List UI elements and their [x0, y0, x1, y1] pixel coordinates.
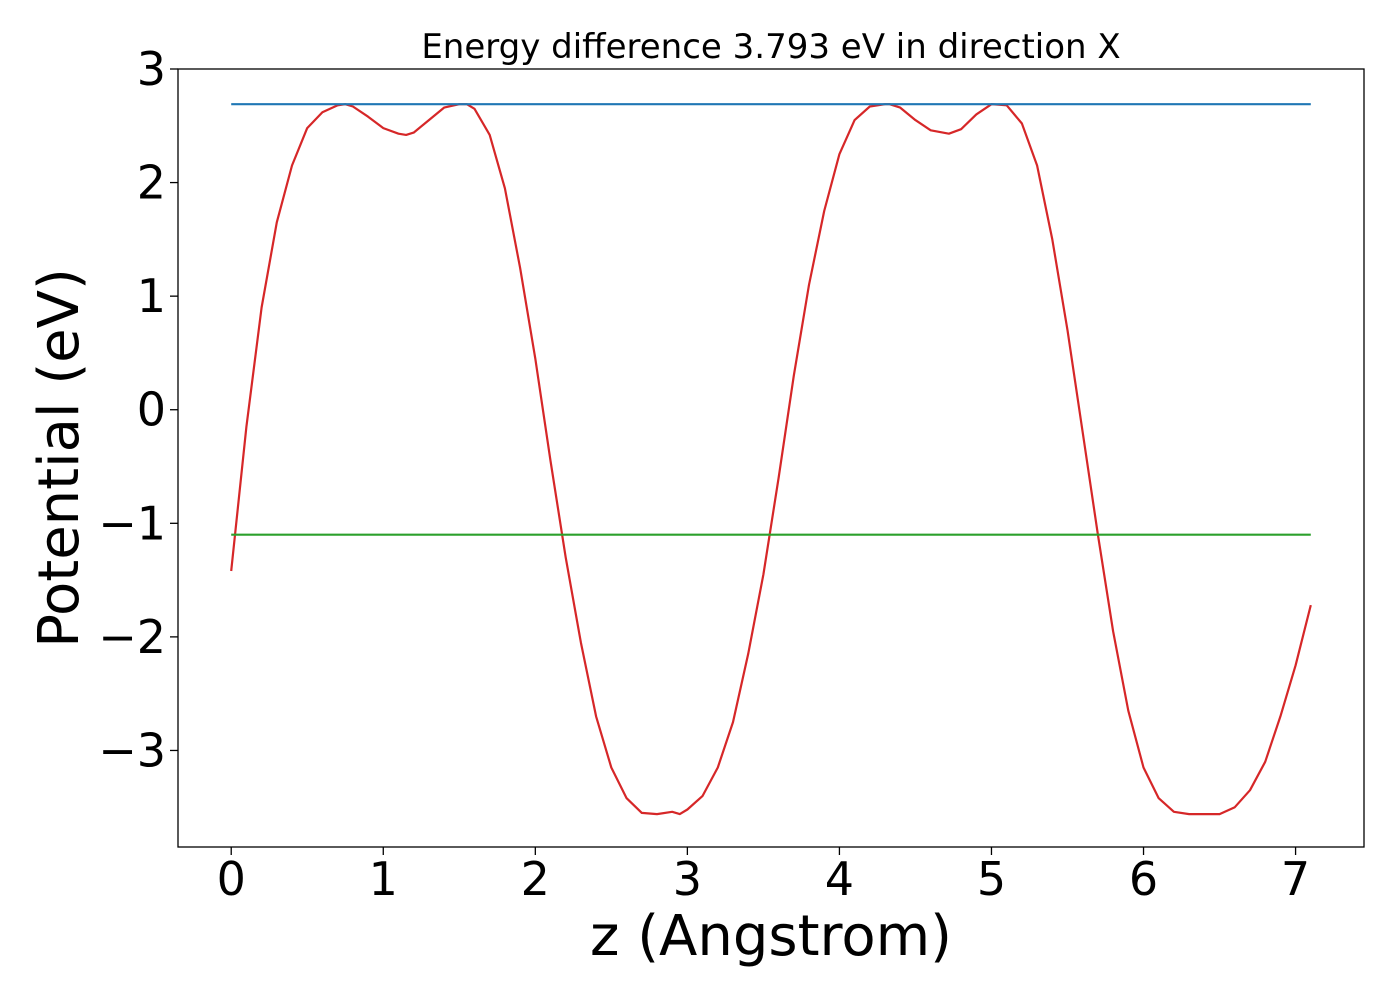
plot-frame	[177, 68, 1365, 848]
x-axis: 0 1 2 3 4 5 6 7	[217, 847, 1310, 906]
y-axis: 3 2 1 0 −1 −2 −3	[98, 42, 178, 777]
chart-title: Energy difference 3.793 eV in direction …	[421, 27, 1120, 67]
x-tick-label: 2	[521, 852, 550, 906]
plot-area	[230, 103, 1312, 816]
y-tick-label: 2	[137, 156, 166, 210]
y-tick-label: 0	[137, 383, 166, 437]
y-tick-label: −3	[98, 723, 166, 777]
x-tick-label: 3	[673, 852, 702, 906]
series-line-0	[230, 103, 1312, 816]
x-tick-label: 0	[217, 852, 246, 906]
y-axis-label: Potential (eV)	[27, 268, 92, 648]
x-tick-label: 1	[369, 852, 398, 906]
y-tick-label: −2	[98, 610, 166, 664]
x-tick-label: 7	[1281, 852, 1310, 906]
x-tick-label: 6	[1129, 852, 1158, 906]
y-tick-label: 1	[137, 269, 166, 323]
y-tick-label: 3	[137, 42, 166, 96]
x-axis-label: z (Angstrom)	[590, 904, 952, 969]
y-tick-label: −1	[98, 496, 166, 550]
x-tick-label: 5	[977, 852, 1006, 906]
x-tick-label: 4	[825, 852, 854, 906]
